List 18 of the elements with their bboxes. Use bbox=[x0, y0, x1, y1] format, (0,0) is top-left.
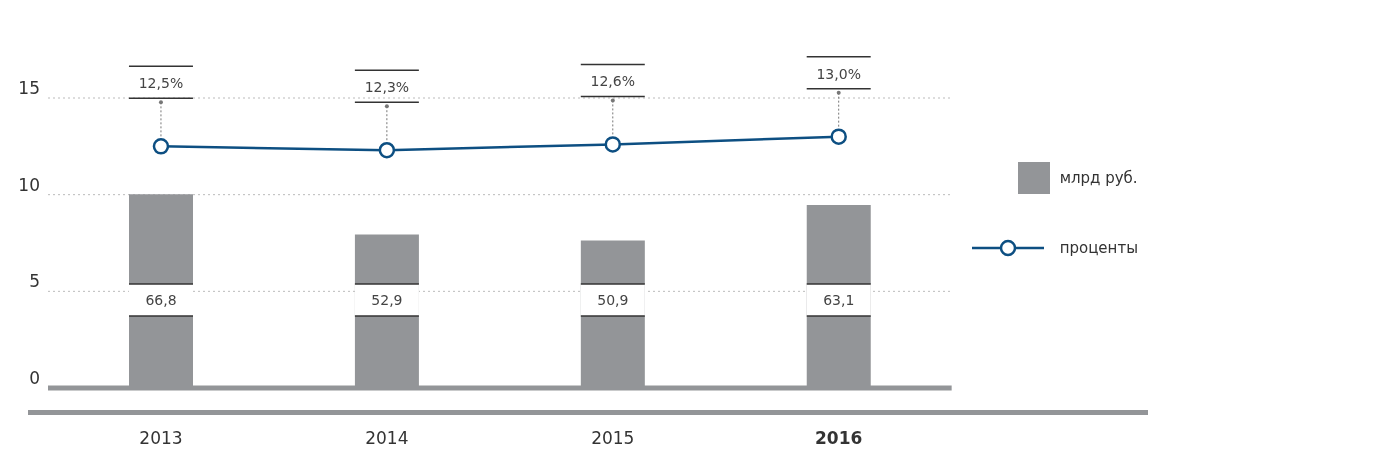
data-label: 63,1 bbox=[823, 292, 855, 308]
x-tick-label: 2016 bbox=[815, 428, 863, 448]
data-label: 52,9 bbox=[371, 292, 403, 308]
data-label: 12,5% bbox=[138, 75, 184, 92]
legend-label: проценты bbox=[1059, 239, 1138, 257]
data-label: 12,3% bbox=[364, 79, 410, 96]
x-tick-label: 2014 bbox=[365, 428, 409, 448]
x-tick-label: 2013 bbox=[139, 428, 183, 448]
y-tick-label: 15 bbox=[18, 78, 40, 99]
data-label: 13,0% bbox=[816, 65, 861, 82]
y-tick-label: 5 bbox=[29, 271, 40, 292]
data-label: 12,6% bbox=[590, 73, 636, 90]
y-tick-label: 10 bbox=[18, 174, 40, 195]
x-tick-label: 2015 bbox=[591, 428, 635, 448]
y-tick-label: 0 bbox=[29, 368, 40, 389]
legend-label: млрд руб. bbox=[1059, 169, 1138, 187]
data-label: 66,8 bbox=[145, 292, 177, 308]
data-label: 50,9 bbox=[597, 292, 629, 308]
